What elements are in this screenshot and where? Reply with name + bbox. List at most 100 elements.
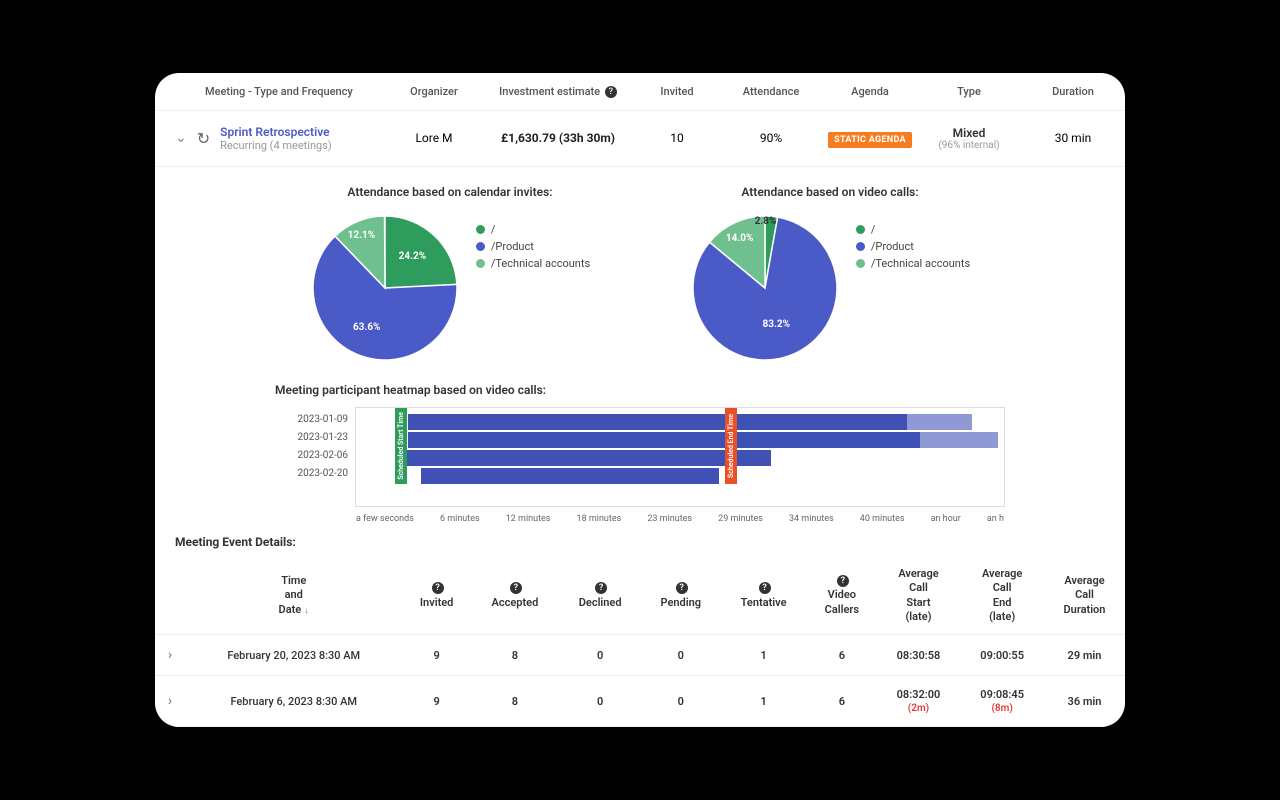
col-agenda: Agenda <box>825 85 915 98</box>
expand-row-icon[interactable]: › <box>168 693 172 709</box>
help-icon[interactable]: ? <box>759 582 771 594</box>
cell-time: February 6, 2023 8:30 AM <box>185 676 402 727</box>
reload-icon[interactable]: ↻ <box>197 129 210 148</box>
pie-slice-label: 24.2% <box>399 251 427 262</box>
heatmap-xlabel: 29 minutes <box>718 514 763 524</box>
heatmap-segment <box>907 414 972 430</box>
legend-label: /Product <box>871 240 914 253</box>
chart1-title: Attendance based on calendar invites: <box>275 185 625 199</box>
heatmap-xaxis: a few seconds6 minutes12 minutes18 minut… <box>356 514 1004 524</box>
dashboard-card: Meeting - Type and Frequency Organizer I… <box>155 73 1125 727</box>
col-investment: Investment estimate ? <box>483 85 633 98</box>
details-col-header[interactable]: ?Pending <box>641 557 720 635</box>
type-subtitle: (96% internal) <box>919 140 1019 151</box>
type-value: Mixed <box>919 126 1019 140</box>
legend-item: /Technical accounts <box>856 257 970 270</box>
legend-dot-icon <box>856 259 865 268</box>
cell-accepted: 8 <box>471 676 559 727</box>
legend-dot-icon <box>476 259 485 268</box>
heatmap-xlabel: a few seconds <box>356 514 414 524</box>
help-icon[interactable]: ? <box>605 86 617 98</box>
pie-slice-label: 63.6% <box>353 322 381 333</box>
details-col-header[interactable]: AverageCallEnd(late) <box>960 557 1044 635</box>
cell-end: 09:08:45(8m) <box>960 676 1044 727</box>
details-col-header[interactable]: TimeandDate ↓ <box>185 557 402 635</box>
legend-label: /Technical accounts <box>871 257 970 270</box>
heatmap-xlabel: 40 minutes <box>860 514 905 524</box>
help-icon[interactable]: ? <box>432 582 444 594</box>
meeting-name[interactable]: Sprint Retrospective <box>220 125 332 139</box>
heatmap-section: Meeting participant heatmap based on vid… <box>155 373 1125 521</box>
details-col-header[interactable]: ?Accepted <box>471 557 559 635</box>
details-table: TimeandDate ↓?Invited?Accepted?Declined?… <box>155 557 1125 727</box>
details-col-header[interactable]: ?Tentative <box>720 557 807 635</box>
cell-invited: 9 <box>402 635 470 676</box>
agenda-badge: STATIC AGENDA <box>828 132 912 148</box>
details-row: › February 20, 2023 8:30 AM 9 8 0 0 1 6 … <box>155 635 1125 676</box>
details-title: Meeting Event Details: <box>155 521 1125 557</box>
legend-item: /Technical accounts <box>476 257 590 270</box>
legend-item: /Product <box>856 240 970 253</box>
heatmap-row-label: 2023-01-09 <box>276 414 348 425</box>
duration-value: 30 min <box>1023 131 1123 145</box>
cell-duration: 36 min <box>1044 676 1125 727</box>
summary-data-row: ⌄ ↻ Sprint Retrospective Recurring (4 me… <box>155 111 1125 167</box>
cell-invited: 9 <box>402 676 470 727</box>
pie-chart-video: 2.8%83.2%14.0% <box>690 213 840 363</box>
cell-pending: 0 <box>641 635 720 676</box>
heatmap-segment <box>395 450 771 466</box>
heatmap-end-marker: Scheduled End Time <box>725 408 737 484</box>
details-row: › February 6, 2023 8:30 AM 9 8 0 0 1 6 0… <box>155 676 1125 727</box>
legend-label: /Technical accounts <box>491 257 590 270</box>
chart1-legend: //Product/Technical accounts <box>476 213 590 274</box>
cell-duration: 29 min <box>1044 635 1125 676</box>
summary-header-row: Meeting - Type and Frequency Organizer I… <box>155 73 1125 111</box>
cell-time: February 20, 2023 8:30 AM <box>185 635 402 676</box>
cell-declined: 0 <box>559 676 641 727</box>
heatmap-start-marker: Scheduled Start Time <box>395 408 407 484</box>
heatmap-title: Meeting participant heatmap based on vid… <box>275 383 1005 397</box>
col-meeting: Meeting - Type and Frequency <box>175 85 385 98</box>
heatmap-segment <box>920 432 998 448</box>
pie-chart-calendar: 24.2% 63.6% 12.1% <box>310 213 460 363</box>
expand-row-icon[interactable]: › <box>168 647 172 663</box>
organizer-value: Lore M <box>389 131 479 145</box>
pie-slice-label: 12.1% <box>348 230 376 241</box>
legend-dot-icon <box>856 242 865 251</box>
cell-end: 09:00:55 <box>960 635 1044 676</box>
legend-item: /Product <box>476 240 590 253</box>
help-icon[interactable]: ? <box>595 582 607 594</box>
expand-chevron-icon[interactable]: ⌄ <box>175 130 187 146</box>
details-col-header[interactable]: AverageCallDuration <box>1044 557 1125 635</box>
heatmap-segment <box>408 414 447 430</box>
meeting-subtitle: Recurring (4 meetings) <box>220 139 332 152</box>
col-organizer: Organizer <box>389 85 479 98</box>
cell-pending: 0 <box>641 676 720 727</box>
cell-tentative: 1 <box>720 635 807 676</box>
legend-dot-icon <box>476 225 485 234</box>
heatmap-row-label: 2023-02-20 <box>276 468 348 479</box>
legend-dot-icon <box>856 225 865 234</box>
attendance-value: 90% <box>721 131 821 145</box>
details-col-header[interactable]: ?Declined <box>559 557 641 635</box>
chart2-legend: / /Product/Technical accounts <box>856 213 970 274</box>
help-icon[interactable]: ? <box>837 575 849 587</box>
cell-start: 08:30:58 <box>877 635 961 676</box>
details-col-header[interactable]: ?VideoCallers <box>807 557 877 635</box>
charts-section: Attendance based on calendar invites: 24… <box>155 167 1125 373</box>
help-icon[interactable]: ? <box>676 582 688 594</box>
heatmap-xlabel: an hour <box>931 514 961 524</box>
details-col-header[interactable]: AverageCallStart(late) <box>877 557 961 635</box>
legend-item: / <box>856 223 970 236</box>
cell-callers: 6 <box>807 676 877 727</box>
cell-accepted: 8 <box>471 635 559 676</box>
details-col-header[interactable]: ?Invited <box>402 557 470 635</box>
heatmap-xlabel: an h <box>987 514 1004 524</box>
help-icon[interactable]: ? <box>510 582 522 594</box>
pie-slice-label: 14.0% <box>726 233 754 244</box>
col-duration: Duration <box>1023 85 1123 98</box>
legend-dot-icon <box>476 242 485 251</box>
sort-desc-icon[interactable]: ↓ <box>304 605 309 616</box>
invited-value: 10 <box>637 131 717 145</box>
heatmap-xlabel: 18 minutes <box>577 514 622 524</box>
